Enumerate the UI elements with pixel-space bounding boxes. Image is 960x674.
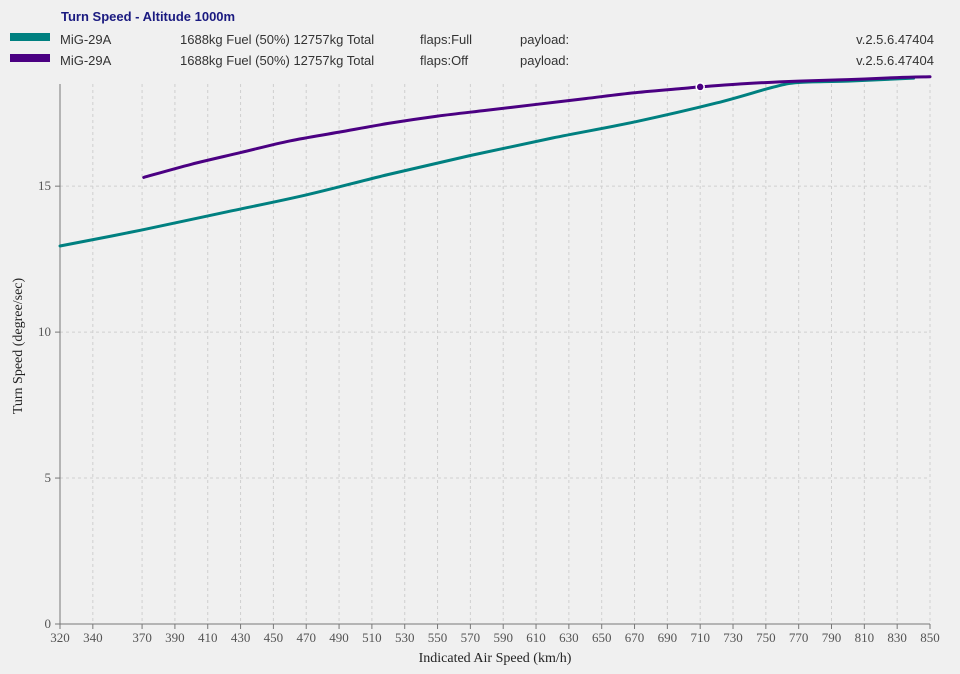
x-axis-title: Indicated Air Speed (km/h) — [419, 651, 572, 666]
x-tick-label: 450 — [264, 630, 284, 645]
legend-fuel-info: 1688kg Fuel (50%) 12757kg Total — [180, 32, 375, 47]
x-tick-label: 590 — [493, 630, 513, 645]
x-tick-label: 630 — [559, 630, 579, 645]
y-tick-label: 15 — [38, 178, 51, 193]
x-tick-label: 570 — [461, 630, 481, 645]
axes: 320 340 370 390 410 430 450 470 490 510 530 550 570 5… — [38, 84, 940, 645]
x-tick-label: 730 — [723, 630, 743, 645]
x-tick-label: 610 — [526, 630, 546, 645]
x-tick-label: 750 — [756, 630, 776, 645]
series-marker-1 — [695, 82, 705, 92]
legend-version: v.2.5.6.47404 — [856, 53, 934, 68]
series-line-0 — [58, 76, 916, 248]
x-tick-label: 320 — [50, 630, 70, 645]
y-axis-title: Turn Speed (degree/sec) — [11, 278, 26, 415]
chart-title: Turn Speed - Altitude 1000m — [61, 9, 236, 24]
y-tick-label: 0 — [45, 616, 52, 631]
series-line-1 — [142, 75, 932, 179]
x-tick-label: 340 — [83, 630, 103, 645]
x-tick-label: 470 — [296, 630, 316, 645]
x-tick-label: 850 — [920, 630, 940, 645]
legend-flaps: flaps:Full — [420, 32, 473, 47]
x-tick-label: 670 — [625, 630, 645, 645]
series-lines — [58, 75, 932, 248]
x-tick-label: 550 — [428, 630, 448, 645]
grid-lines — [60, 84, 931, 624]
legend-swatch-indigo — [10, 54, 50, 62]
legend-flaps: flaps:Off — [420, 53, 469, 68]
x-tick-label: 790 — [822, 630, 842, 645]
legend-payload: payload: — [520, 53, 570, 68]
legend-aircraft-name: MiG-29A — [60, 32, 112, 47]
x-tick-label: 430 — [231, 630, 251, 645]
x-tick-label: 650 — [592, 630, 612, 645]
x-tick-label: 410 — [198, 630, 218, 645]
x-tick-label: 770 — [789, 630, 809, 645]
x-tick-label: 390 — [165, 630, 185, 645]
x-tick-label: 490 — [329, 630, 349, 645]
x-tick-label: 810 — [855, 630, 875, 645]
x-tick-label: 370 — [132, 630, 152, 645]
legend-entry-flaps-off[interactable]: MiG-29A 1688kg Fuel (50%) 12757kg Total … — [0, 51, 960, 71]
legend-aircraft-name: MiG-29A — [60, 53, 112, 68]
x-tick-label: 690 — [658, 630, 678, 645]
x-tick-label: 830 — [887, 630, 907, 645]
y-tick-label: 10 — [38, 324, 51, 339]
x-tick-label: 510 — [362, 630, 382, 645]
x-tick-label: 530 — [395, 630, 415, 645]
legend-fuel-info: 1688kg Fuel (50%) 12757kg Total — [180, 53, 375, 68]
x-tick-label: 710 — [690, 630, 710, 645]
y-tick-label: 5 — [45, 470, 52, 485]
legend-entry-flaps-full[interactable]: MiG-29A 1688kg Fuel (50%) 12757kg Total … — [0, 30, 960, 50]
legend-payload: payload: — [520, 32, 570, 47]
legend-swatch-teal — [10, 33, 50, 41]
legend-version: v.2.5.6.47404 — [856, 32, 934, 47]
